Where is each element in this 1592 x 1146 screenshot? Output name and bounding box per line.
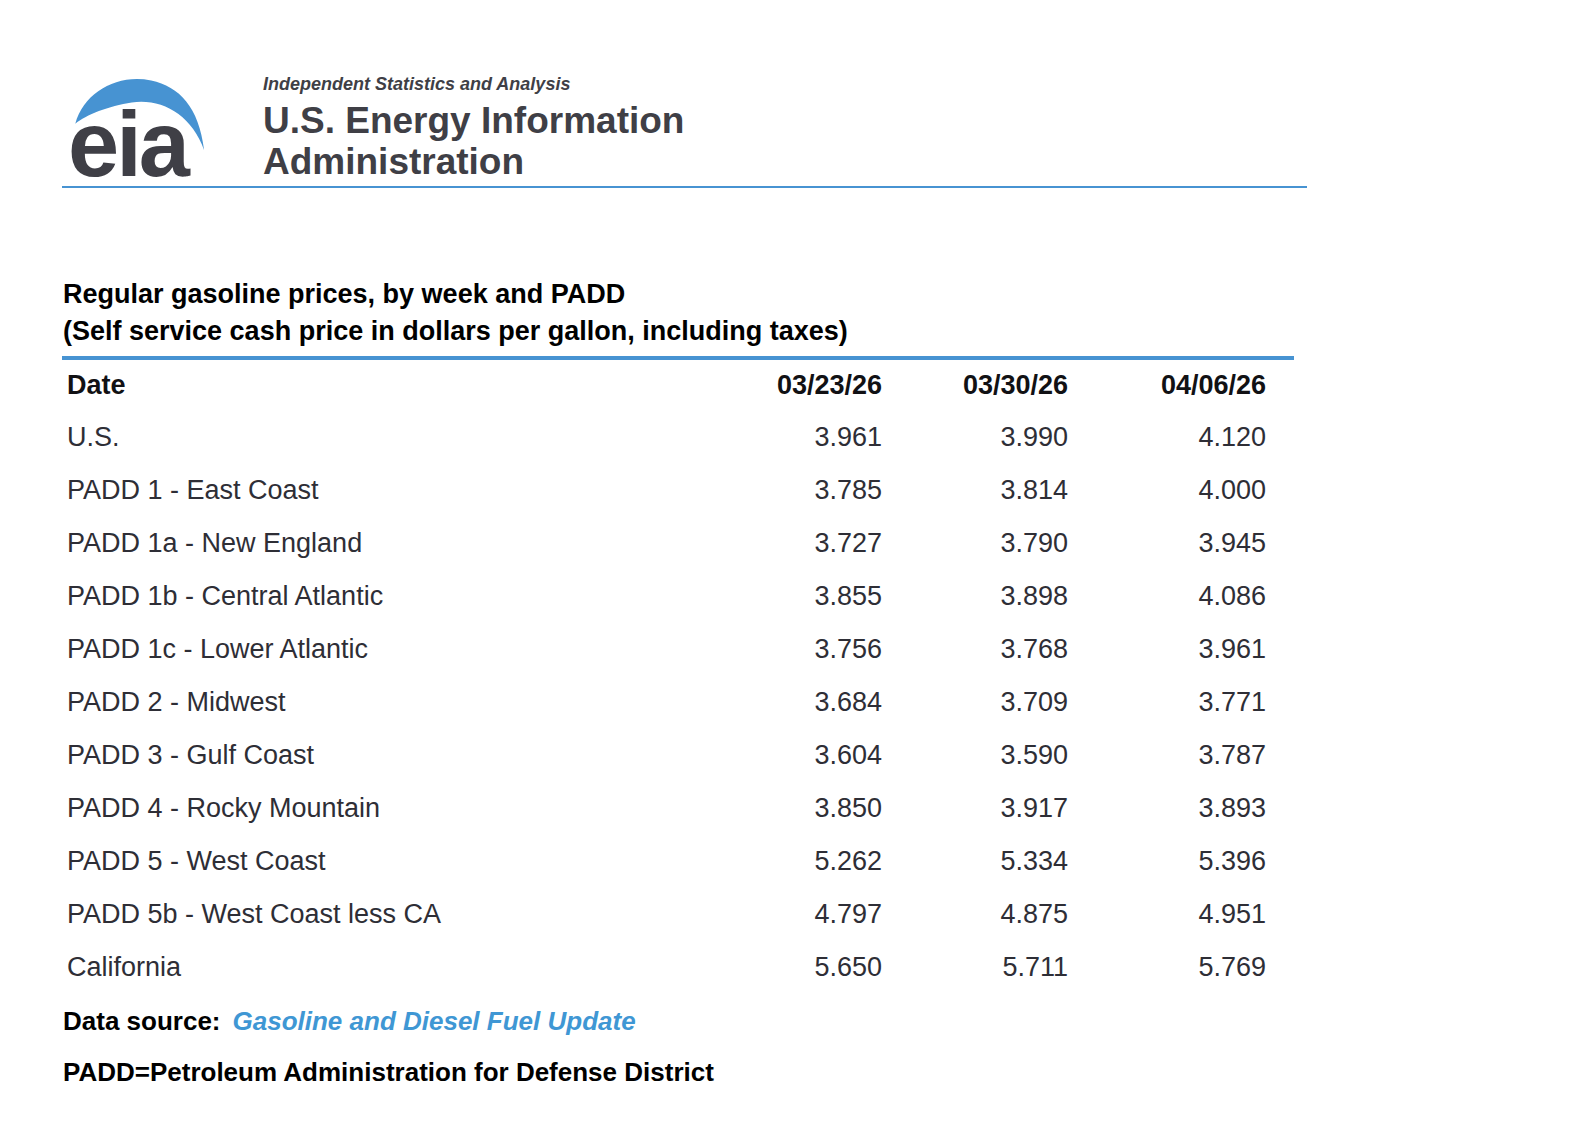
price-cell: 3.771 — [1068, 676, 1294, 729]
table-row: PADD 1a - New England 3.727 3.790 3.945 — [62, 517, 1294, 570]
prices-table-container: Date 03/23/26 03/30/26 04/06/26 U.S. 3.9… — [62, 356, 1294, 994]
price-cell: 3.756 — [696, 623, 882, 676]
price-cell: 3.990 — [882, 411, 1068, 464]
price-cell: 3.727 — [696, 517, 882, 570]
price-cell: 3.604 — [696, 729, 882, 782]
region-label: PADD 4 - Rocky Mountain — [62, 782, 696, 835]
price-cell: 4.120 — [1068, 411, 1294, 464]
price-cell: 3.898 — [882, 570, 1068, 623]
price-cell: 4.875 — [882, 888, 1068, 941]
table-header-row: Date 03/23/26 03/30/26 04/06/26 — [62, 358, 1294, 411]
price-cell: 3.814 — [882, 464, 1068, 517]
price-cell: 5.650 — [696, 941, 882, 994]
price-cell: 5.334 — [882, 835, 1068, 888]
column-header-week-2: 03/30/26 — [882, 358, 1068, 411]
table-row: PADD 3 - Gulf Coast 3.604 3.590 3.787 — [62, 729, 1294, 782]
price-cell: 4.797 — [696, 888, 882, 941]
agency-tagline: Independent Statistics and Analysis — [263, 74, 684, 95]
price-cell: 5.262 — [696, 835, 882, 888]
table-row: PADD 1c - Lower Atlantic 3.756 3.768 3.9… — [62, 623, 1294, 676]
region-label: California — [62, 941, 696, 994]
region-label: PADD 1c - Lower Atlantic — [62, 623, 696, 676]
price-cell: 3.945 — [1068, 517, 1294, 570]
price-cell: 4.086 — [1068, 570, 1294, 623]
column-header-date: Date — [62, 358, 696, 411]
table-row: PADD 5b - West Coast less CA 4.797 4.875… — [62, 888, 1294, 941]
table-row: PADD 4 - Rocky Mountain 3.850 3.917 3.89… — [62, 782, 1294, 835]
column-header-week-1: 03/23/26 — [696, 358, 882, 411]
region-label: PADD 5b - West Coast less CA — [62, 888, 696, 941]
price-cell: 3.785 — [696, 464, 882, 517]
price-cell: 3.768 — [882, 623, 1068, 676]
agency-name-line2: Administration — [263, 141, 684, 182]
padd-definition-note: PADD=Petroleum Administration for Defens… — [63, 1057, 714, 1088]
eia-logo: eia — [62, 70, 297, 188]
table-row: PADD 1 - East Coast 3.785 3.814 4.000 — [62, 464, 1294, 517]
region-label: PADD 2 - Midwest — [62, 676, 696, 729]
price-cell: 4.000 — [1068, 464, 1294, 517]
data-source-label: Data source: — [63, 1006, 221, 1036]
region-label: PADD 1b - Central Atlantic — [62, 570, 696, 623]
price-cell: 5.769 — [1068, 941, 1294, 994]
price-cell: 3.855 — [696, 570, 882, 623]
region-label: PADD 3 - Gulf Coast — [62, 729, 696, 782]
price-cell: 5.396 — [1068, 835, 1294, 888]
page: eia Independent Statistics and Analysis … — [0, 0, 1592, 1146]
price-cell: 3.709 — [882, 676, 1068, 729]
price-cell: 3.917 — [882, 782, 1068, 835]
region-label: PADD 5 - West Coast — [62, 835, 696, 888]
report-title-block: Regular gasoline prices, by week and PAD… — [63, 276, 848, 350]
price-cell: 4.951 — [1068, 888, 1294, 941]
table-row: California 5.650 5.711 5.769 — [62, 941, 1294, 994]
table-row: PADD 5 - West Coast 5.262 5.334 5.396 — [62, 835, 1294, 888]
price-cell: 3.590 — [882, 729, 1068, 782]
price-cell: 3.961 — [696, 411, 882, 464]
data-source-line: Data source: Gasoline and Diesel Fuel Upd… — [63, 1006, 636, 1037]
data-source-link[interactable]: Gasoline and Diesel Fuel Update — [233, 1006, 636, 1036]
column-header-week-3: 04/06/26 — [1068, 358, 1294, 411]
price-cell: 5.711 — [882, 941, 1068, 994]
table-row: PADD 1b - Central Atlantic 3.855 3.898 4… — [62, 570, 1294, 623]
price-cell: 3.961 — [1068, 623, 1294, 676]
price-cell: 3.850 — [696, 782, 882, 835]
table-row: U.S. 3.961 3.990 4.120 — [62, 411, 1294, 464]
price-cell: 3.790 — [882, 517, 1068, 570]
prices-table: Date 03/23/26 03/30/26 04/06/26 U.S. 3.9… — [62, 356, 1294, 994]
region-label: PADD 1 - East Coast — [62, 464, 696, 517]
eia-wordmark: eia — [68, 98, 187, 190]
report-title: Regular gasoline prices, by week and PAD… — [63, 276, 848, 313]
table-row: PADD 2 - Midwest 3.684 3.709 3.771 — [62, 676, 1294, 729]
region-label: PADD 1a - New England — [62, 517, 696, 570]
price-cell: 3.684 — [696, 676, 882, 729]
price-cell: 3.893 — [1068, 782, 1294, 835]
report-subtitle: (Self service cash price in dollars per … — [63, 313, 848, 350]
price-cell: 3.787 — [1068, 729, 1294, 782]
agency-name-block: Independent Statistics and Analysis U.S.… — [263, 74, 684, 182]
agency-name-line1: U.S. Energy Information — [263, 100, 684, 141]
region-label: U.S. — [62, 411, 696, 464]
header-divider — [62, 186, 1307, 188]
